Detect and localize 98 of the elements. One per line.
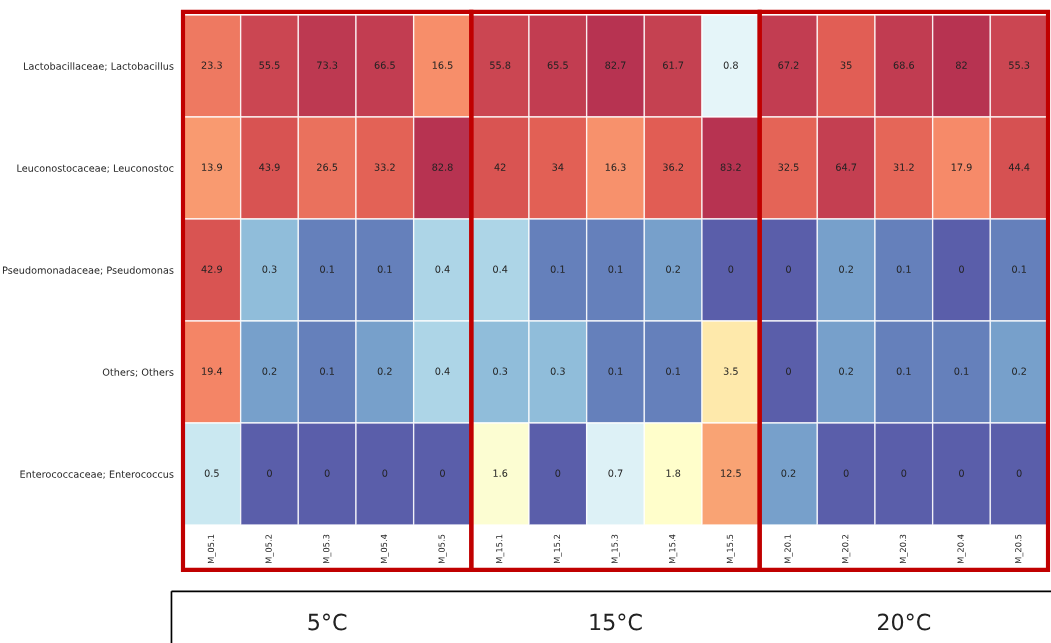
text: 5°C (308, 613, 347, 631)
data-label: 0 (267, 469, 272, 477)
data-label: 82 (955, 61, 967, 69)
data-label: 0.1 (608, 367, 623, 375)
data-label: 0.2 (839, 265, 853, 273)
data-label: 0 (786, 367, 791, 375)
data-label: 42 (494, 163, 506, 171)
data-label: 67.2 (778, 61, 799, 69)
data-label: 0.4 (435, 265, 450, 273)
data-label: 0.8 (723, 61, 738, 69)
data-label: 16.3 (605, 163, 626, 171)
data-label: 1.8 (666, 469, 681, 477)
data-label: 66.5 (374, 61, 395, 69)
data-label: 12.5 (721, 469, 741, 477)
data-label: 0.1 (320, 265, 334, 273)
data-label: 0 (901, 469, 907, 477)
data-label: 55.8 (490, 61, 511, 69)
data-label: 65.5 (547, 61, 568, 69)
data-label: 83.2 (720, 163, 741, 171)
data-label: 0.2 (377, 367, 392, 375)
data-label: 82.8 (432, 163, 453, 171)
data-label: 0.2 (1012, 367, 1026, 375)
x-tick-label: M_20.3 (899, 534, 908, 564)
x-tick-label: M_15.1 (496, 534, 505, 564)
y-tick-label: Lactobacillaceae; Lactobacillus (23, 62, 174, 71)
x-tick-label: M_20.2 (842, 534, 851, 564)
data-label: 64.7 (836, 163, 857, 171)
data-label: 36.2 (663, 163, 684, 171)
data-label: 34 (552, 163, 564, 171)
x-tick-label: M_05.2 (265, 534, 274, 564)
x-tick-label: M_15.5 (726, 534, 735, 564)
data-label: 0.4 (435, 367, 450, 375)
x-tick-label: M_05.4 (380, 534, 389, 564)
data-label: 31.2 (893, 163, 914, 171)
text: 20°C (878, 613, 931, 631)
x-tick-label: M_20.1 (784, 534, 793, 564)
data-label: 0.2 (781, 469, 796, 477)
data-label: 19.4 (202, 367, 223, 375)
y-tick-label: Leuconostocaceae; Leuconostoc (17, 164, 174, 173)
data-label: 0.1 (377, 265, 392, 273)
y-tick-label: Enterococcaceae; Enterococcus (20, 470, 174, 479)
data-label: 17.9 (951, 163, 972, 171)
data-label: 55.3 (1009, 61, 1030, 69)
data-label: 44.4 (1008, 163, 1030, 171)
data-label: 0.1 (550, 265, 565, 273)
data-label: 0.1 (1012, 265, 1026, 273)
data-label: 0 (1016, 469, 1022, 477)
data-label: 0.3 (262, 265, 277, 273)
data-label: 0 (786, 265, 791, 273)
data-label: 3.5 (723, 367, 738, 375)
data-label: 0 (324, 469, 330, 477)
y-tick-label: Others; Others (102, 368, 174, 377)
x-tick-label: M_15.3 (611, 534, 620, 564)
data-label: 0.3 (493, 367, 508, 375)
data-label: 0.1 (954, 367, 969, 375)
data-label: 0.1 (896, 265, 911, 273)
data-label: 1.6 (493, 469, 508, 477)
data-label: 42.9 (201, 265, 222, 273)
data-label: 26.5 (317, 163, 338, 171)
x-tick-label: M_15.2 (553, 534, 562, 564)
data-label: 61.7 (663, 61, 684, 69)
data-label: 33.2 (374, 163, 395, 171)
x-tick-label: M_20.4 (957, 534, 966, 564)
data-label: 0 (728, 265, 734, 273)
x-tick-label: M_15.4 (669, 534, 678, 564)
data-label: 0.1 (608, 265, 623, 273)
data-label: 43.9 (259, 163, 280, 171)
data-label: 0 (382, 469, 388, 477)
data-label: 0.1 (896, 367, 911, 375)
x-tick-label: M_05.3 (323, 534, 332, 564)
data-label: 0.5 (204, 469, 219, 477)
data-label: 0 (959, 265, 964, 273)
data-label: 0.2 (666, 265, 680, 273)
data-label: 35 (840, 61, 852, 69)
text: 15°C (590, 613, 642, 631)
y-tick-label: Pseudomonadaceae; Pseudomonas (2, 266, 174, 275)
data-label: 32.5 (778, 163, 799, 171)
data-label: 13.9 (202, 163, 222, 171)
data-label: 0.1 (666, 367, 680, 375)
data-label: 0 (555, 469, 561, 477)
data-label: 0 (843, 469, 849, 477)
data-label: 82.7 (605, 61, 626, 69)
data-label: 0 (959, 469, 964, 477)
data-label: 0 (440, 469, 445, 477)
data-label: 0.4 (493, 265, 508, 273)
data-label: 16.5 (432, 61, 453, 69)
data-label: 68.6 (893, 61, 915, 69)
data-label: 55.5 (259, 61, 280, 69)
x-tick-label: M_20.5 (1015, 534, 1024, 564)
data-label: 0.3 (550, 367, 565, 375)
x-tick-label: M_05.5 (438, 534, 447, 564)
data-label: 0.7 (608, 469, 623, 477)
x-tick-label: M_05.1 (207, 534, 216, 564)
data-label: 73.3 (317, 61, 338, 69)
data-label: 0.1 (320, 367, 334, 375)
data-label: 0.2 (262, 367, 277, 375)
data-label: 23.3 (201, 61, 222, 69)
data-label: 0.2 (839, 367, 853, 375)
